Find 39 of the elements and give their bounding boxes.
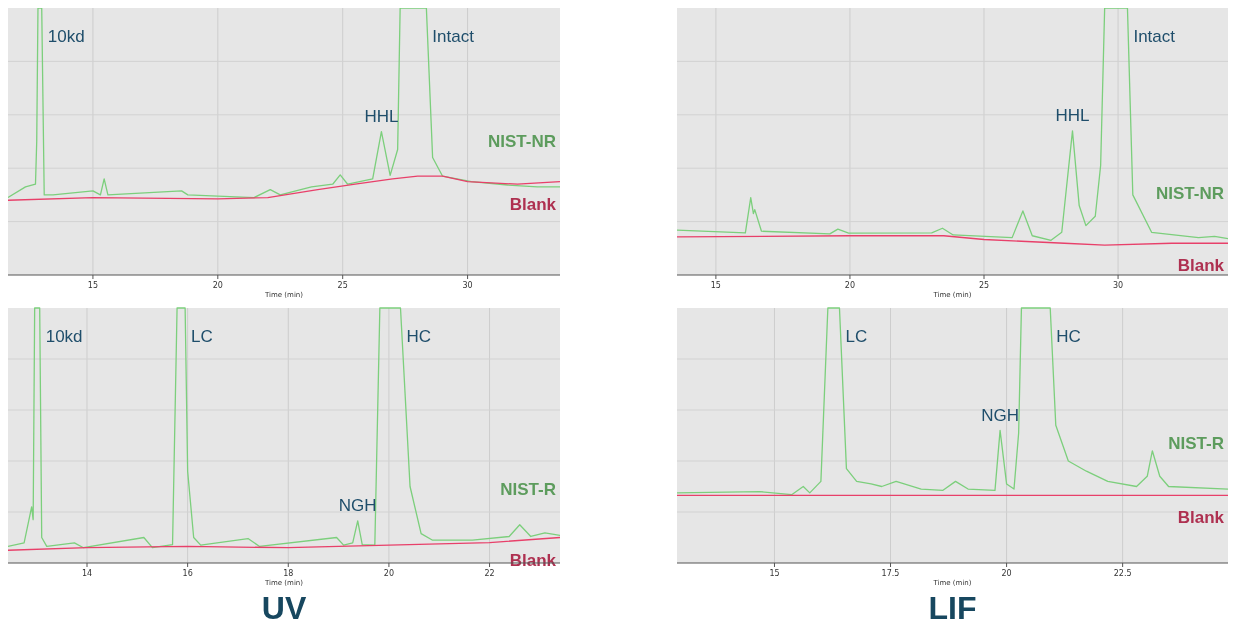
annotation: LC	[191, 327, 213, 347]
annotation: Intact	[432, 27, 475, 47]
annotation: 10kd	[47, 27, 85, 47]
annotation: HHL	[364, 107, 399, 127]
x-tick-label: 16	[182, 569, 193, 578]
annotation: NGH	[981, 405, 1019, 425]
x-tick-label: 22.5	[1113, 569, 1132, 578]
x-tick-label: 20	[383, 569, 395, 578]
series-label: Blank	[1177, 256, 1225, 276]
x-tick-label: 15	[710, 281, 721, 290]
series-label: NIST-R	[1168, 434, 1224, 454]
annotation: NGH	[338, 496, 377, 516]
annotation: HC	[1056, 327, 1081, 347]
x-tick-label: 22	[484, 569, 495, 578]
x-tick-label: 15	[87, 281, 99, 290]
text: LIF	[928, 590, 977, 626]
series-label: Blank	[509, 550, 557, 570]
x-tick-label: 30	[462, 281, 473, 290]
x-tick-label: 18	[283, 569, 294, 578]
x-tick-label: 20	[212, 281, 223, 290]
x-tick-label: 25	[978, 281, 990, 290]
x-tick-label: 14	[81, 569, 93, 578]
x-tick-label: 20	[844, 281, 856, 290]
x-tick-label: 30	[1112, 281, 1124, 290]
annotation: HHL	[1055, 106, 1090, 126]
x-tick-label: 25	[337, 281, 348, 290]
series-label: NIST-NR	[1156, 183, 1224, 203]
series-label: NIST-R	[500, 480, 556, 500]
x-tick-label: 20	[1001, 569, 1012, 578]
annotation: 10kd	[45, 327, 83, 347]
text: UV	[261, 590, 307, 626]
series-label: Blank	[509, 194, 557, 214]
annotation: Intact	[1133, 27, 1176, 47]
series-label: Blank	[1177, 508, 1225, 528]
annotation: HC	[406, 327, 432, 347]
x-tick-label: 17.5	[881, 569, 900, 578]
annotation: LC	[845, 327, 868, 347]
x-tick-label: 15	[769, 569, 780, 578]
series-label: NIST-NR	[488, 131, 556, 151]
